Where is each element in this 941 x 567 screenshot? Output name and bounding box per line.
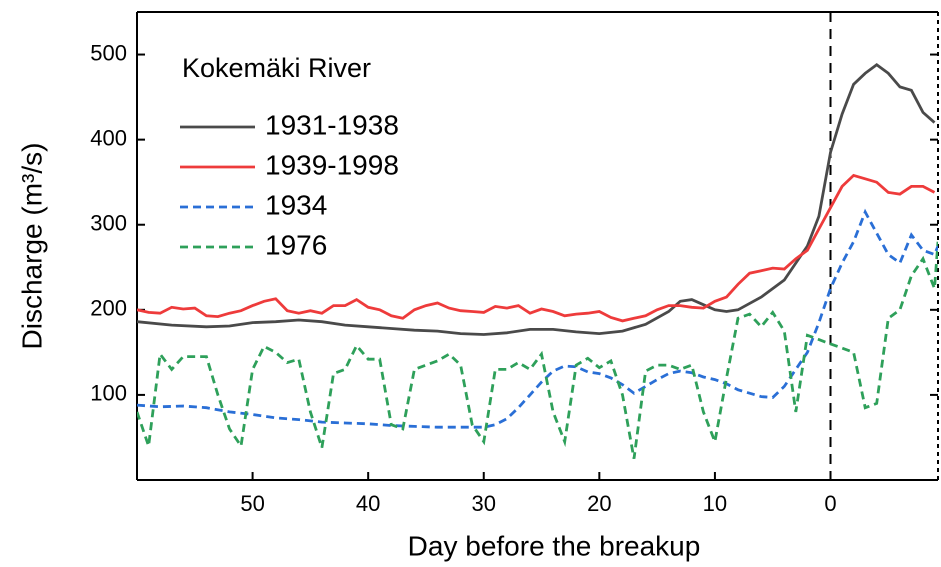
legend-label: 1934: [265, 189, 327, 220]
x-tick-label: 30: [472, 491, 496, 516]
series-line: [137, 63, 936, 336]
x-tick-label: 10: [703, 491, 727, 516]
legend-title: Kokemäki River: [182, 53, 371, 83]
x-tick-label: 20: [587, 491, 611, 516]
x-tick-label: 40: [356, 491, 380, 516]
series-line: [137, 208, 938, 429]
x-tick-label: 50: [240, 491, 264, 516]
y-tick-label: 400: [90, 125, 127, 150]
legend-label: 1939-1998: [265, 149, 399, 180]
y-tick-label: 100: [90, 381, 127, 406]
y-axis-label: Discharge (m³/s): [16, 143, 47, 350]
y-tick-label: 300: [90, 211, 127, 236]
series-line: [137, 173, 936, 323]
plot-area: [137, 63, 938, 459]
y-tick-label: 500: [90, 40, 127, 65]
x-axis-label: Day before the breakup: [408, 530, 701, 561]
legend-label: 1931-1938: [265, 109, 399, 140]
legend-label: 1976: [265, 229, 327, 260]
x-tick-label: 0: [824, 491, 836, 516]
series-line: [137, 241, 938, 459]
y-tick-label: 200: [90, 296, 127, 321]
